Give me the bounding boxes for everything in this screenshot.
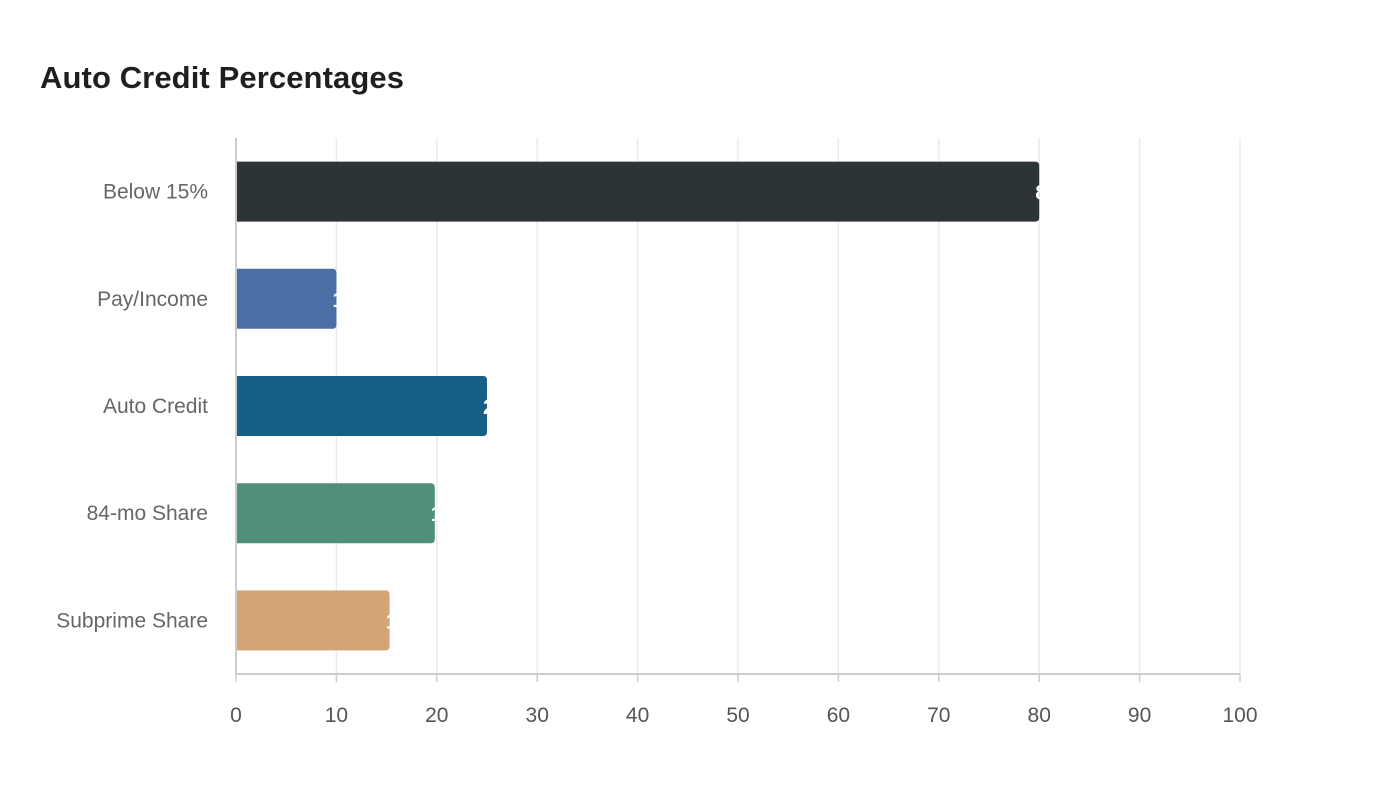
bar bbox=[236, 590, 390, 651]
value-label: 80 bbox=[1035, 182, 1058, 205]
category-label: Auto Credit bbox=[103, 395, 208, 418]
bar bbox=[236, 483, 435, 544]
category-label: Pay/Income bbox=[97, 288, 208, 311]
value-label: 19.8 bbox=[431, 503, 472, 526]
x-tick-label: 10 bbox=[325, 704, 348, 727]
bar bbox=[236, 268, 337, 329]
value-label: 25 bbox=[483, 396, 507, 419]
value-label: 15.3 bbox=[386, 610, 427, 633]
value-label: 10 bbox=[332, 289, 355, 312]
x-tick-label: 0 bbox=[230, 704, 242, 727]
category-label: 84-mo Share bbox=[87, 502, 208, 525]
category-label: Below 15% bbox=[103, 181, 208, 204]
x-tick-label: 20 bbox=[425, 704, 448, 727]
category-label: Subprime Share bbox=[56, 609, 208, 632]
bar bbox=[236, 376, 487, 436]
x-tick-label: 30 bbox=[526, 704, 549, 727]
x-tick-label: 80 bbox=[1028, 704, 1051, 727]
axes bbox=[235, 138, 1241, 682]
x-tick-label: 60 bbox=[827, 704, 850, 727]
x-tick-label: 100 bbox=[1222, 704, 1257, 727]
x-tick-label: 50 bbox=[726, 704, 749, 727]
bars bbox=[236, 161, 1040, 651]
bar bbox=[236, 161, 1040, 222]
chart-title: Auto Credit Percentages bbox=[40, 60, 405, 95]
x-tick-label: 40 bbox=[626, 704, 649, 727]
x-tick-label: 70 bbox=[927, 704, 950, 727]
x-tick-label: 90 bbox=[1128, 704, 1151, 727]
labels: 0 10 20 30 40 50 60 70 80 90 100 Below 15% 80 Pay/Inc… bbox=[56, 181, 1257, 727]
